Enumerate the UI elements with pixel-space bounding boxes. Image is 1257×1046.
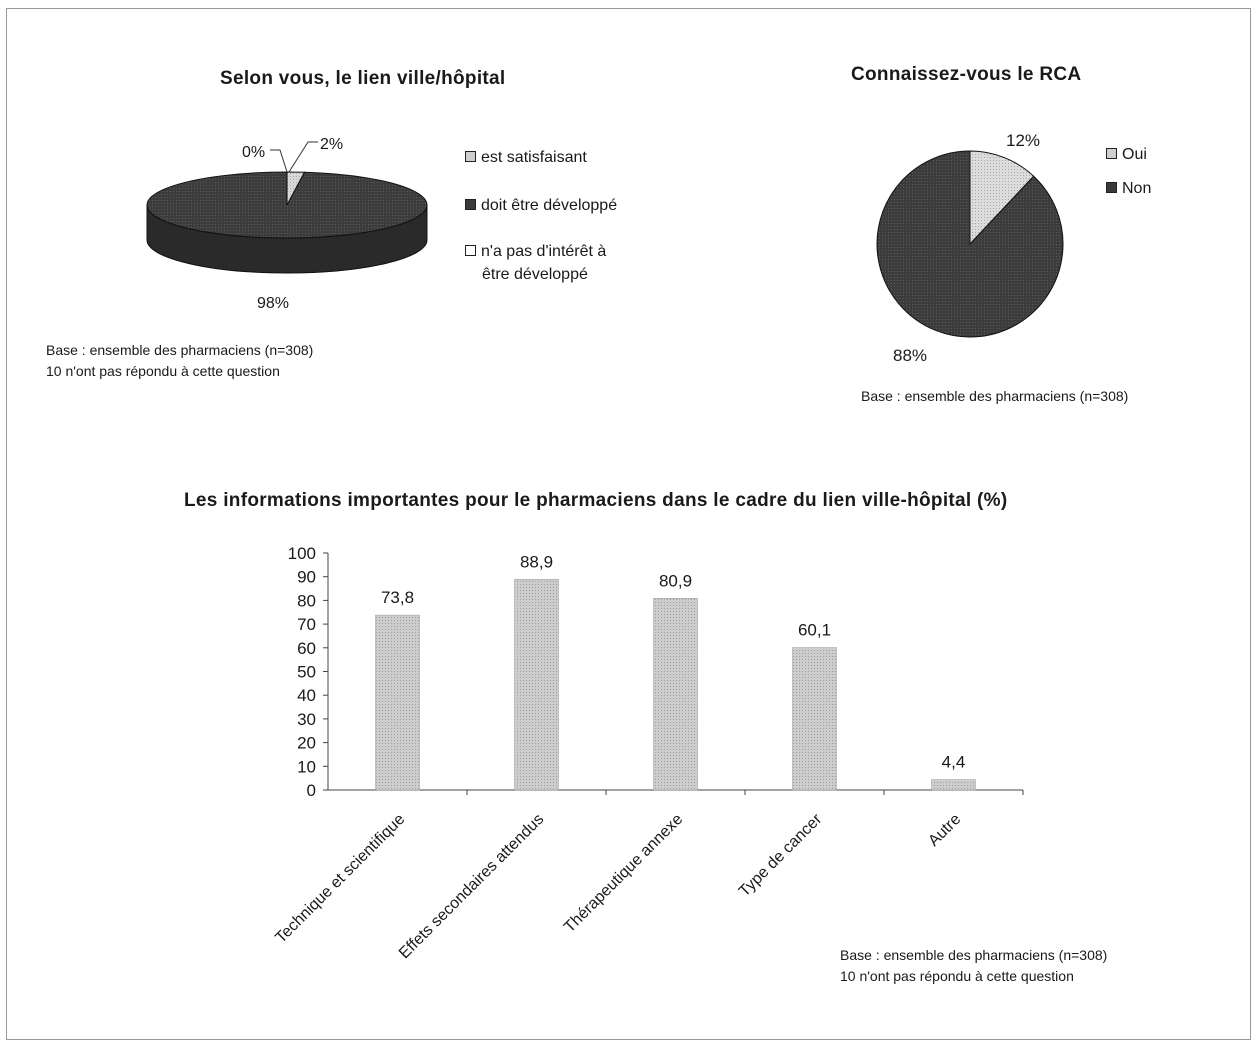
y-tick-label: 20 bbox=[297, 734, 316, 753]
bar-data-label: 73,8 bbox=[381, 588, 414, 607]
pie2-chart bbox=[876, 150, 1064, 338]
legend-label: est satisfaisant bbox=[481, 149, 587, 166]
x-category-label: Effets secondaires attendus bbox=[396, 811, 547, 962]
x-category-label: Type de cancer bbox=[736, 810, 826, 900]
pie2-legend-item: Non bbox=[1106, 180, 1151, 198]
pie2-slice bbox=[969, 150, 1035, 246]
bar-data-label: 80,9 bbox=[659, 571, 692, 590]
legend-swatch-white bbox=[465, 245, 476, 256]
pie2-label-small: 12% bbox=[1006, 131, 1041, 150]
y-tick-label: 50 bbox=[297, 663, 316, 682]
pie1-label-large: 98% bbox=[257, 295, 290, 312]
pie2-label-large: 88% bbox=[893, 346, 928, 365]
bar-note: Base : ensemble des pharmaciens (n=308) … bbox=[840, 945, 1107, 987]
y-tick-label: 100 bbox=[288, 544, 316, 563]
note-line: 10 n'ont pas répondu à cette question bbox=[46, 363, 280, 379]
x-category-label: Autre bbox=[925, 811, 964, 850]
pie1-legend-item: doit être développé bbox=[465, 197, 617, 215]
note-line: 10 n'ont pas répondu à cette question bbox=[840, 968, 1074, 984]
pie1-legend-item: n'a pas d'intérêt à bbox=[465, 243, 606, 261]
legend-swatch-dark bbox=[465, 199, 476, 210]
y-tick-label: 0 bbox=[307, 781, 316, 800]
note-line: Base : ensemble des pharmaciens (n=308) bbox=[46, 342, 314, 358]
legend-swatch-light bbox=[465, 151, 476, 162]
y-tick-label: 60 bbox=[297, 639, 316, 658]
pie1-leader-line bbox=[288, 141, 318, 173]
pie1-chart bbox=[146, 141, 428, 274]
bar-data-label: 60,1 bbox=[798, 621, 831, 640]
bar bbox=[792, 647, 837, 791]
y-tick-label: 70 bbox=[297, 615, 316, 634]
bar bbox=[931, 779, 976, 791]
bar bbox=[653, 598, 698, 791]
x-category-label: Technique et scientifique bbox=[272, 811, 408, 947]
pie1-label-small: 2% bbox=[320, 136, 344, 153]
legend-swatch-dark bbox=[1106, 182, 1117, 193]
y-tick-label: 30 bbox=[297, 710, 316, 729]
pie1-label-zero: 0% bbox=[242, 144, 266, 161]
y-tick-label: 80 bbox=[297, 591, 316, 610]
note-line: Base : ensemble des pharmaciens (n=308) bbox=[861, 388, 1129, 404]
legend-label: Non bbox=[1122, 180, 1152, 197]
pie2-legend-item: Oui bbox=[1106, 146, 1147, 164]
legend-swatch-light bbox=[1106, 148, 1117, 159]
y-tick-label: 90 bbox=[297, 568, 316, 587]
bar bbox=[375, 614, 420, 791]
pie1-legend-item-cont: être développé bbox=[482, 266, 588, 284]
y-tick-label: 40 bbox=[297, 686, 316, 705]
pie1-slice bbox=[146, 171, 428, 239]
bar-title: Les informations importantes pour le pha… bbox=[184, 490, 1008, 511]
legend-label: être développé bbox=[482, 266, 588, 283]
bar bbox=[514, 579, 559, 791]
pie2-slice bbox=[876, 150, 1064, 338]
bar-data-label: 88,9 bbox=[520, 552, 553, 571]
pie2-note: Base : ensemble des pharmaciens (n=308) bbox=[861, 386, 1128, 407]
pie1-leader-line bbox=[270, 149, 288, 173]
pie1-legend-item: est satisfaisant bbox=[465, 149, 587, 167]
bar-chart: 0 10 20 30 40 50 60 70 80 90 100 73,8 Technique et s… bbox=[272, 544, 1024, 962]
figure-frame bbox=[6, 8, 1251, 1040]
pie2-title: Connaissez-vous le RCA bbox=[851, 64, 1082, 85]
x-category-label: Thérapeutique annexe bbox=[561, 811, 686, 936]
legend-label: n'a pas d'intérêt à bbox=[481, 243, 607, 260]
legend-label: doit être développé bbox=[481, 197, 618, 214]
pie1-note: Base : ensemble des pharmaciens (n=308) … bbox=[46, 340, 313, 382]
legend-label: Oui bbox=[1122, 146, 1147, 163]
bar-data-label: 4,4 bbox=[942, 753, 966, 772]
y-tick-label: 10 bbox=[297, 757, 316, 776]
note-line: Base : ensemble des pharmaciens (n=308) bbox=[840, 947, 1108, 963]
pie1-title: Selon vous, le lien ville/hôpital bbox=[220, 68, 506, 89]
